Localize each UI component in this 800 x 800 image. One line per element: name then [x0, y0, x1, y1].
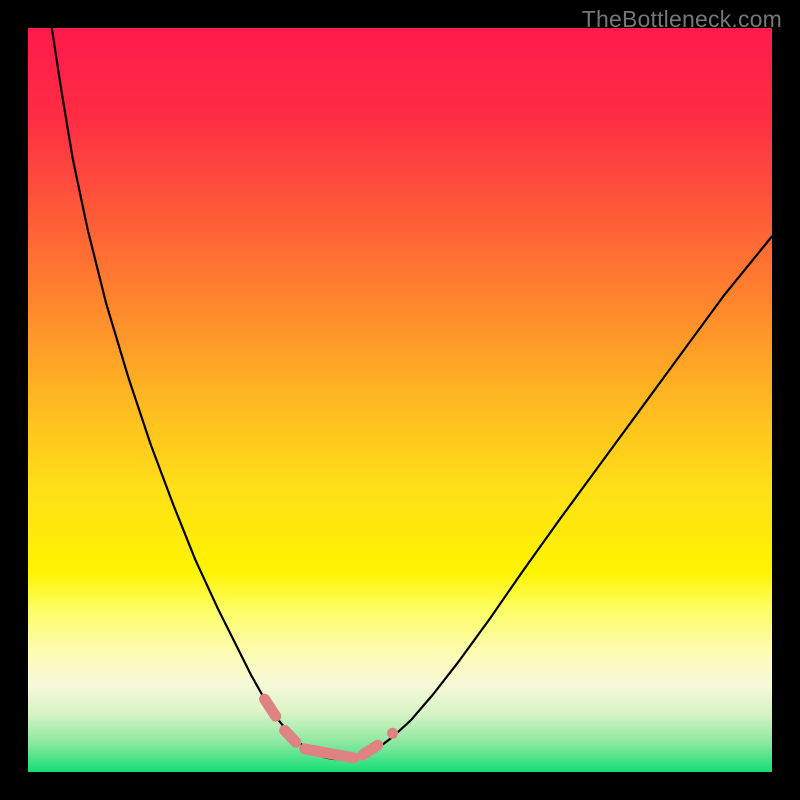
watermark-text: TheBottleneck.com — [582, 6, 782, 33]
bottleneck-chart — [28, 28, 772, 772]
chart-background — [28, 28, 772, 772]
plot-area — [28, 28, 772, 772]
